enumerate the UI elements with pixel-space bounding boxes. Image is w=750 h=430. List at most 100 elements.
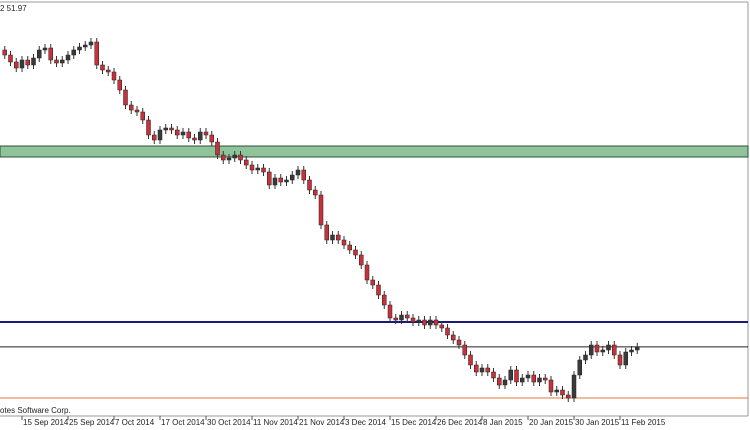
candle-body: [186, 131, 191, 139]
candle-body: [485, 367, 490, 373]
candle-body: [313, 189, 318, 196]
candle-body: [198, 131, 203, 141]
candle-body: [629, 349, 634, 353]
candle-body: [14, 61, 19, 69]
candle-body: [566, 394, 571, 399]
candle-body: [410, 317, 416, 323]
candle-body: [577, 359, 582, 376]
candle-body: [65, 54, 71, 61]
candle-body: [175, 129, 180, 136]
candle-body: [249, 164, 255, 171]
candle-body: [295, 169, 301, 176]
candle-body: [192, 137, 197, 141]
candle-body: [347, 244, 352, 251]
candle-body: [382, 294, 387, 306]
candle-body: [474, 364, 479, 373]
candle-body: [129, 104, 134, 111]
x-tick-label: 17 Oct 2014: [161, 418, 205, 427]
candle-body: [543, 377, 548, 381]
candle-body: [221, 154, 226, 161]
candle-body: [83, 44, 88, 48]
candle-body: [238, 154, 243, 161]
header-text: 2 51.97: [0, 4, 27, 13]
candle-body: [456, 339, 462, 346]
footer-text: otes Software Corp.: [0, 406, 71, 415]
candle-body: [31, 57, 36, 66]
candle-body: [548, 379, 554, 393]
candle-body: [272, 177, 278, 186]
x-tick-label: 3 Dec 2014: [345, 418, 386, 427]
candle-body: [359, 254, 364, 266]
candle-body: [163, 127, 168, 131]
candle-body: [117, 79, 122, 91]
candle-body: [60, 59, 65, 64]
candle-body: [497, 377, 502, 386]
candle-body: [560, 389, 565, 396]
candle-body: [635, 346, 640, 351]
candle-body: [284, 179, 289, 183]
x-tick-label: 21 Nov 2014: [299, 418, 345, 427]
candle-body: [531, 374, 536, 383]
candle-body: [123, 89, 128, 106]
candle-body: [244, 159, 249, 166]
candle-body: [318, 194, 324, 226]
candle-body: [25, 59, 30, 66]
candle-body: [353, 249, 358, 256]
candle-body: [508, 369, 513, 381]
candle-body: [428, 319, 433, 326]
candle-body: [48, 47, 53, 61]
x-tick-label: 8 Jan 2015: [483, 418, 523, 427]
candle-body: [71, 49, 76, 56]
candle-body: [341, 239, 347, 246]
x-tick-label: 15 Sep 2014: [23, 418, 69, 427]
candle-body: [330, 234, 335, 241]
candle-body: [324, 224, 329, 241]
candle-body: [571, 374, 577, 399]
candle-body: [19, 59, 25, 69]
candle-body: [617, 354, 623, 366]
candle-body: [445, 327, 450, 336]
candle-body: [554, 389, 559, 393]
candle-body: [209, 134, 214, 143]
candle-body: [416, 319, 421, 323]
candle-body: [502, 379, 508, 386]
candle-body: [215, 141, 220, 156]
candle-body: [290, 174, 295, 181]
candle-body: [111, 71, 117, 81]
x-tick-label: 30 Jan 2015: [575, 418, 620, 427]
candle-body: [94, 41, 99, 66]
x-tick-label: 11 Nov 2014: [253, 418, 298, 427]
candle-body: [623, 351, 628, 366]
candle-body: [301, 169, 306, 181]
candle-body: [537, 377, 542, 383]
candle-body: [232, 154, 237, 159]
candle-body: [612, 344, 617, 356]
candle-body: [479, 367, 485, 373]
candle-body: [491, 371, 496, 379]
candle-body: [226, 157, 232, 161]
candle-body: [203, 131, 209, 136]
candle-body: [88, 41, 94, 46]
candle-body: [583, 354, 588, 361]
candle-body: [399, 314, 404, 321]
candle-body: [8, 54, 13, 63]
candle-body: [433, 319, 439, 326]
candle-body: [462, 344, 467, 356]
candle-body: [514, 369, 519, 383]
x-tick-label: 11 Feb 2015: [621, 418, 666, 427]
x-tick-label: 20 Jan 2015: [529, 418, 574, 427]
candle-body: [37, 49, 42, 59]
candle-body: [261, 167, 266, 173]
candle-body: [134, 109, 140, 113]
candle-body: [77, 46, 82, 51]
candle-body: [594, 344, 600, 353]
candle-body: [140, 111, 145, 121]
candle-body: [180, 131, 186, 136]
candle-body: [169, 127, 174, 131]
candle-body: [600, 349, 605, 353]
candle-body: [336, 234, 341, 241]
x-tick-label: 25 Sep 2014: [69, 418, 115, 427]
candle-body: [267, 171, 272, 186]
candle-body: [606, 344, 611, 351]
